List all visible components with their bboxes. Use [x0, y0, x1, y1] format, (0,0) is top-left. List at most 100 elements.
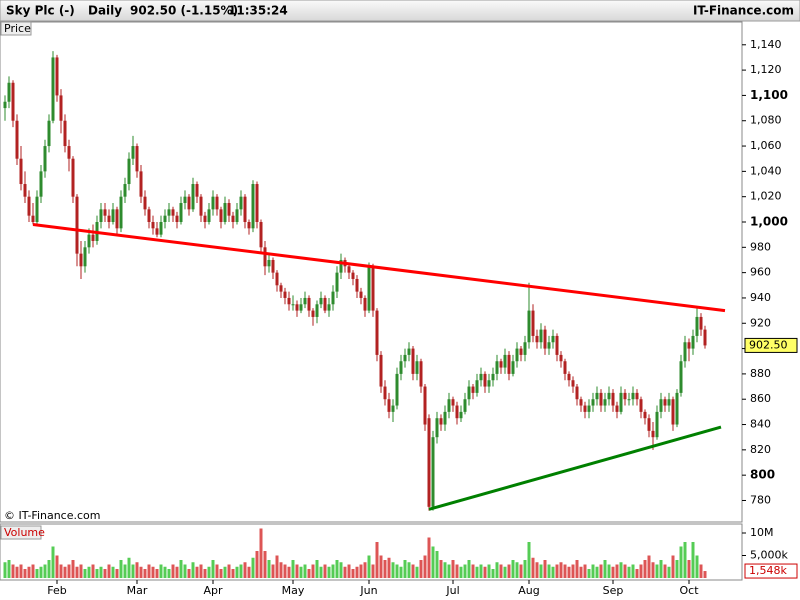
candle-body [507, 354, 511, 374]
candle-body [79, 253, 83, 267]
volume-bar [679, 546, 683, 578]
candle-body [327, 304, 331, 311]
volume-bar [535, 562, 539, 578]
last-volume-label: 1,548k [749, 564, 787, 577]
volume-bar [599, 564, 603, 578]
candle-body [631, 392, 635, 400]
volume-bar [475, 566, 479, 578]
volume-bar [527, 542, 531, 578]
volume-bar [575, 560, 579, 578]
volume-bar [283, 564, 287, 578]
candle-body [279, 285, 283, 292]
volume-bar [379, 555, 383, 578]
y-tick-label: 780 [750, 493, 771, 506]
candle-body [523, 342, 527, 355]
volume-bar [135, 562, 139, 578]
candle-body [687, 342, 691, 349]
candle-body [31, 215, 35, 222]
candle-body [227, 203, 231, 216]
candle-body [679, 361, 683, 393]
volume-bar [435, 551, 439, 578]
volume-bar [663, 564, 667, 578]
candle-body [83, 247, 87, 267]
candle-body [175, 215, 179, 222]
candle-body [183, 196, 187, 204]
volume-bar [315, 560, 319, 578]
candle-body [619, 392, 623, 412]
volume-bar [79, 564, 83, 578]
candle-body [611, 392, 615, 406]
candle-body [335, 272, 339, 292]
volume-bar [555, 564, 559, 578]
candle-body [363, 297, 367, 311]
volume-bar [35, 569, 39, 578]
candle-body [219, 209, 223, 222]
candle-body [395, 373, 399, 406]
volume-bar [523, 560, 527, 578]
volume-bar [391, 562, 395, 578]
candle-body [443, 411, 447, 425]
volume-bar [471, 564, 475, 578]
volume-bar [231, 569, 235, 578]
volume-bar [119, 560, 123, 578]
volume-bar [227, 564, 231, 578]
volume-bar [247, 566, 251, 578]
volume-bar [291, 560, 295, 578]
candle-body [315, 304, 319, 317]
last-price-tag [744, 337, 798, 353]
candle-body [471, 386, 475, 393]
candle-body [139, 171, 143, 197]
x-tick-label: Sep [603, 584, 624, 597]
candle-body [391, 405, 395, 412]
candle-body [303, 297, 307, 305]
y-tick-label: 880 [750, 367, 771, 380]
volume-bar [399, 566, 403, 578]
volume-bar [83, 569, 87, 578]
volume-bar [503, 566, 507, 578]
candle-body [235, 209, 239, 222]
volume-bar [491, 569, 495, 578]
candle-body [111, 209, 115, 222]
volume-bar [183, 564, 187, 578]
volume-bar [11, 564, 15, 578]
volume-bar [19, 564, 23, 578]
candle-body [583, 405, 587, 412]
volume-bar [359, 564, 363, 578]
x-tick-label: Oct [679, 584, 699, 597]
y-tick-label: 1,120 [750, 63, 782, 76]
candle-body [119, 196, 123, 229]
volume-bar [191, 562, 195, 578]
candle-body [515, 348, 519, 362]
candle-body [387, 399, 391, 412]
watermark: © IT-Finance.com [4, 509, 101, 522]
volume-bar [7, 560, 11, 578]
candle-body [43, 146, 47, 172]
volume-bar [127, 557, 131, 578]
volume-bar [515, 562, 519, 578]
candle-body [431, 437, 435, 507]
volume-bar [699, 564, 703, 578]
volume-bar [239, 564, 243, 578]
price-panel [0, 21, 743, 523]
price-label-box [0, 21, 32, 36]
y-tick-label: 860 [750, 392, 771, 405]
candle-body [463, 399, 467, 412]
volume-bar [427, 537, 431, 578]
candle-body [3, 101, 7, 109]
candle-body [419, 361, 423, 387]
candle-body [167, 209, 171, 216]
volume-bar [511, 560, 515, 578]
candle-body [67, 146, 71, 159]
candle-body [411, 348, 415, 374]
candle-body [623, 392, 627, 400]
y-tick-label: 960 [750, 266, 771, 279]
candle-body [427, 418, 431, 507]
candle-body [231, 215, 235, 222]
volume-bar [371, 564, 375, 578]
candle-body [123, 184, 127, 197]
candle-body [163, 215, 167, 222]
volume-bar [211, 560, 215, 578]
candle-body [535, 335, 539, 343]
